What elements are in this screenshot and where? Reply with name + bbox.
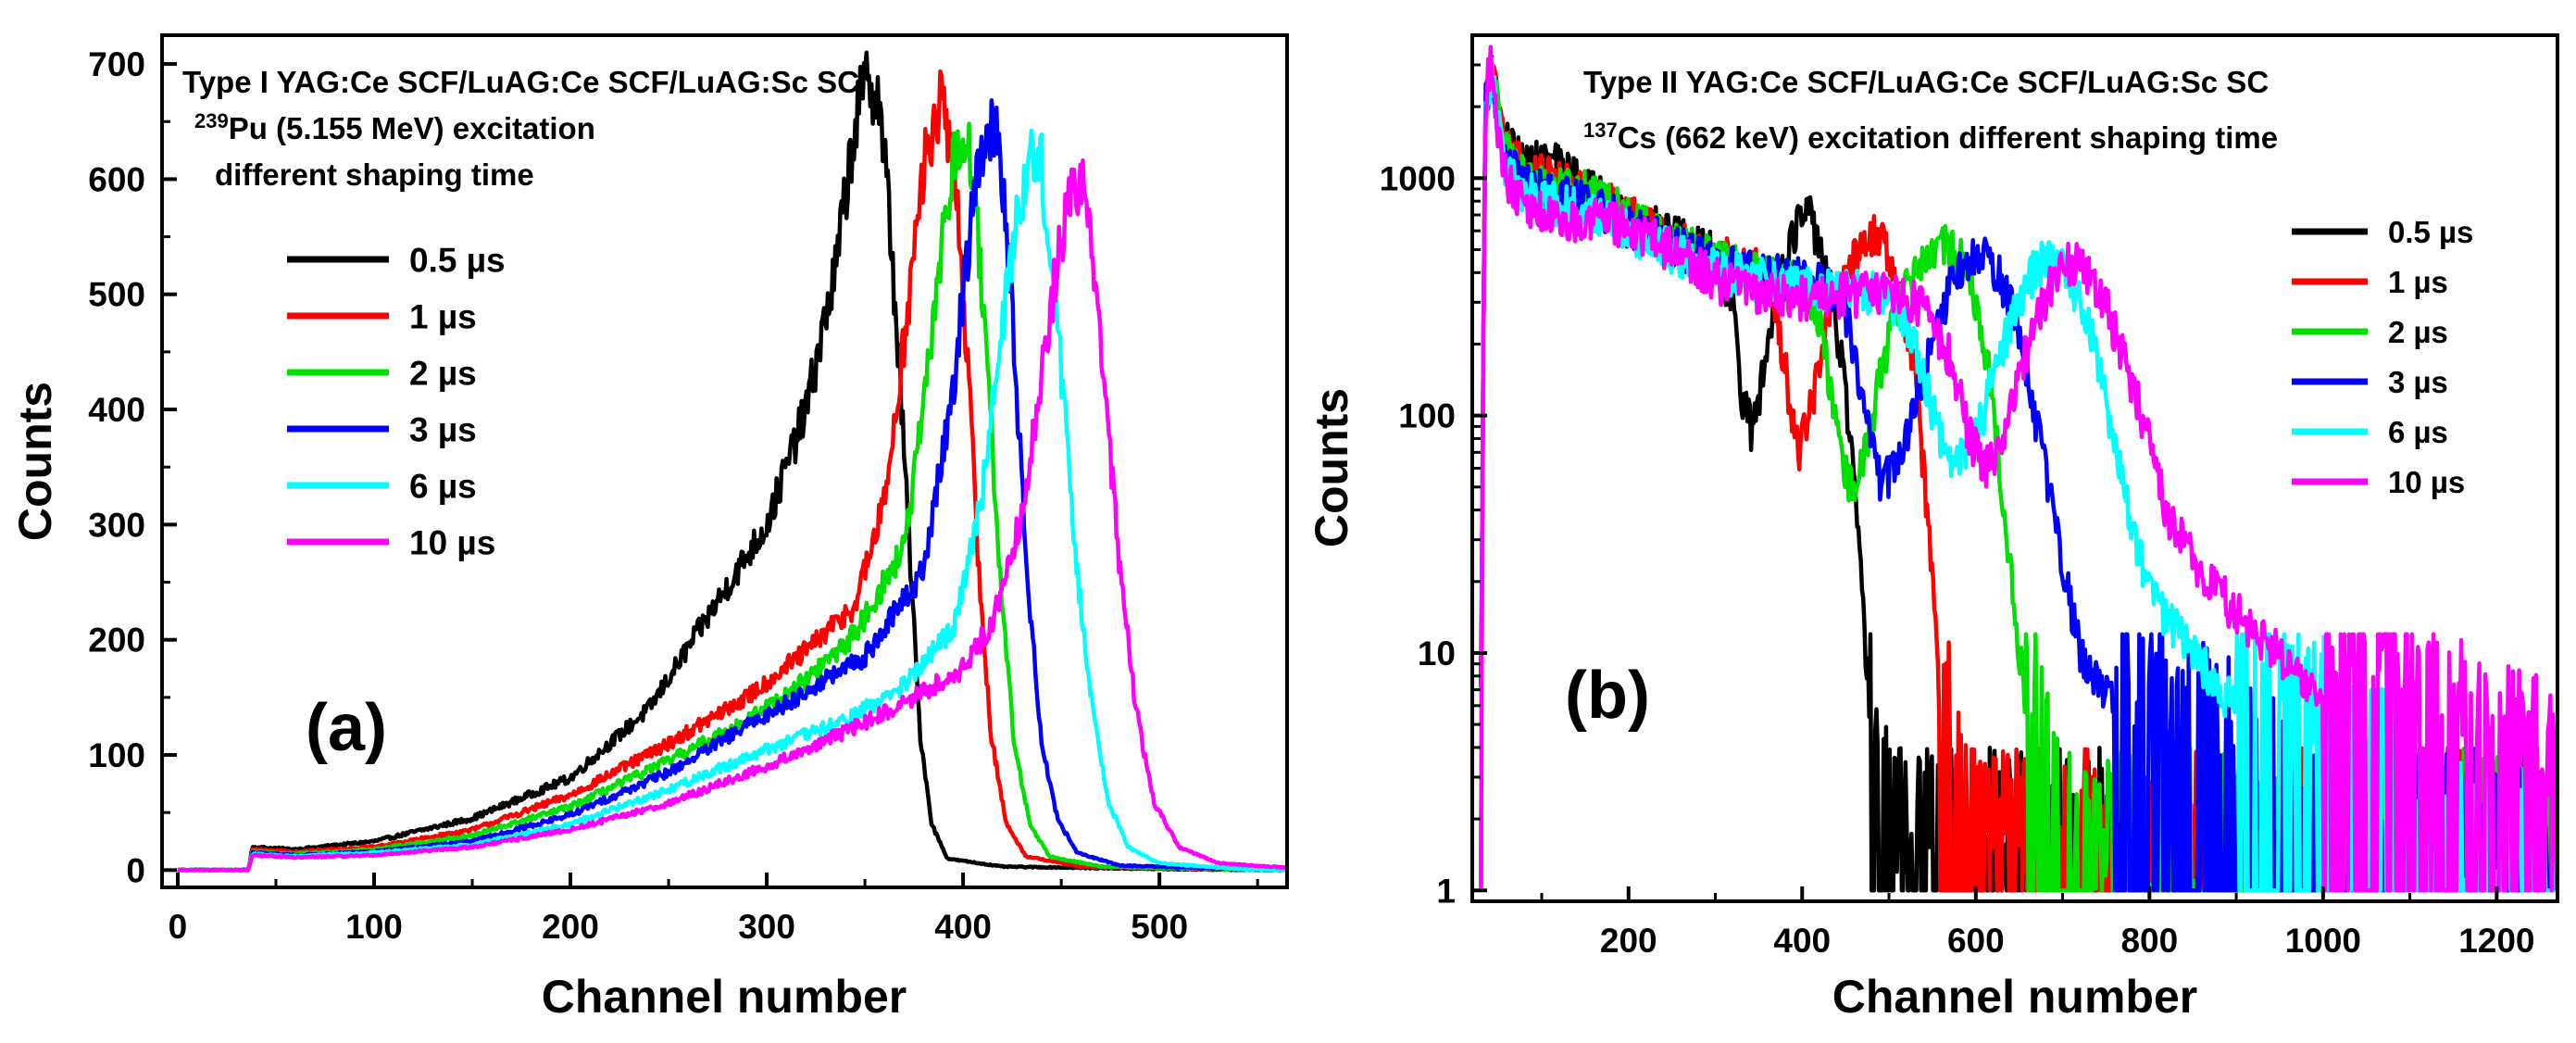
panel-a-ytick-label: 400 [88,391,145,429]
panel-a-frame [160,33,1289,889]
panel-b-legend-label: 6 µs [2388,415,2448,449]
panel-b-legend-label: 2 µs [2388,315,2448,349]
panel-a-ylabel: Counts [9,382,61,541]
panel-b-xtick-label: 600 [1947,922,2005,960]
panel-a-label: (a) [306,691,387,765]
panel-b-ylabel: Counts [1306,388,1357,547]
panel-a-legend-label: 2 µs [409,354,477,392]
panel-b-title: Type II YAG:Ce SCF/LuAG:Ce SCF/LuAG:Sc S… [1583,65,2269,99]
panel-b: 200 400 600 800 1000 1200 1 10 100 1000 Channel n… [1306,33,2559,1023]
panel-a-legend-label: 3 µs [409,410,477,448]
panel-b-xtick-label: 200 [1600,922,1657,960]
panel-a-legend-label: 1 µs [409,297,477,335]
panel-a-legend: 0.5 µs 1 µs 2 µs 3 µs 6 µs 10 µs [287,241,506,561]
panel-a-xtick-label: 300 [738,908,795,946]
panel-a-series-group [177,50,1287,873]
panel-b-isotope-sup: 137 [1583,119,1618,142]
panel-a-ytick-label: 600 [88,160,145,198]
panel-b-xtick-label: 1000 [2285,922,2361,960]
panel-a-subtitle: 239Pu (5.155 MeV) excitation [194,109,595,145]
panel-b-legend-label: 0.5 µs [2388,215,2473,249]
panel-a-xtick-label: 400 [934,908,992,946]
panel-b-series-line [1479,44,2557,893]
panel-a-ytick-label: 300 [88,506,145,544]
panel-b-ytick-label: 1000 [1380,159,1456,197]
panel-b-legend-label: 3 µs [2388,365,2448,399]
panel-b-ytick-label: 1 [1436,872,1456,910]
panel-b-xlabel: Channel number [1832,971,2197,1023]
panel-b-label: (b) [1565,659,1650,733]
panel-a-legend-label: 10 µs [409,523,495,561]
panel-b-legend-label: 10 µs [2388,465,2465,499]
panel-b-isotope-text: Cs (662 keV) excitation different shapin… [1618,120,2278,155]
panel-a-ytick-label: 500 [88,276,145,314]
panel-a-xtick-label: 0 [169,908,188,946]
panel-b-frame [1470,33,2559,903]
panel-a-isotope-text: Pu (5.155 MeV) excitation [229,111,595,145]
panel-a-title: Type I YAG:Ce SCF/LuAG:Ce SCF/LuAG:Sc SC [182,65,859,99]
panel-a-ytick-label: 100 [88,736,145,774]
panel-a-ticks: 0 100 200 300 400 500 0 100 200 300 400 500 600 700 [88,45,1259,946]
panel-b-series-group [1479,44,2557,893]
panel-b-legend-label: 1 µs [2388,265,2448,299]
panel-b-xtick-label: 800 [2120,922,2178,960]
panel-a-subtitle-2: different shaping time [215,157,534,192]
panel-a-isotope-sup: 239 [194,109,229,132]
panel-b-xtick-label: 1200 [2458,922,2534,960]
panel-a-series-line [177,158,1287,873]
panel-a-ytick-label: 200 [88,622,145,660]
panel-b-ytick-label: 100 [1398,397,1456,435]
panel-b-legend: 0.5 µs 1 µs 2 µs 3 µs 6 µs 10 µs [2292,215,2473,499]
panel-b-ticks: 200 400 600 800 1000 1200 1 10 100 1000 [1380,33,2535,960]
panel-a-xtick-label: 100 [345,908,403,946]
panel-a: 0 100 200 300 400 500 0 100 200 300 400 500 600 700 C… [9,33,1289,1023]
panel-a-ytick-label: 700 [88,45,145,83]
panel-b-ytick-label: 10 [1418,635,1456,672]
panel-a-xtick-label: 500 [1131,908,1188,946]
panel-a-xlabel: Channel number [542,971,907,1023]
panel-a-legend-label: 0.5 µs [409,241,506,279]
panel-b-xtick-label: 400 [1773,922,1831,960]
panel-a-ytick-label: 0 [126,851,145,889]
panel-b-subtitle: 137Cs (662 keV) excitation different sha… [1583,119,2278,155]
panel-a-legend-label: 6 µs [409,467,477,505]
panel-a-xtick-label: 200 [542,908,599,946]
